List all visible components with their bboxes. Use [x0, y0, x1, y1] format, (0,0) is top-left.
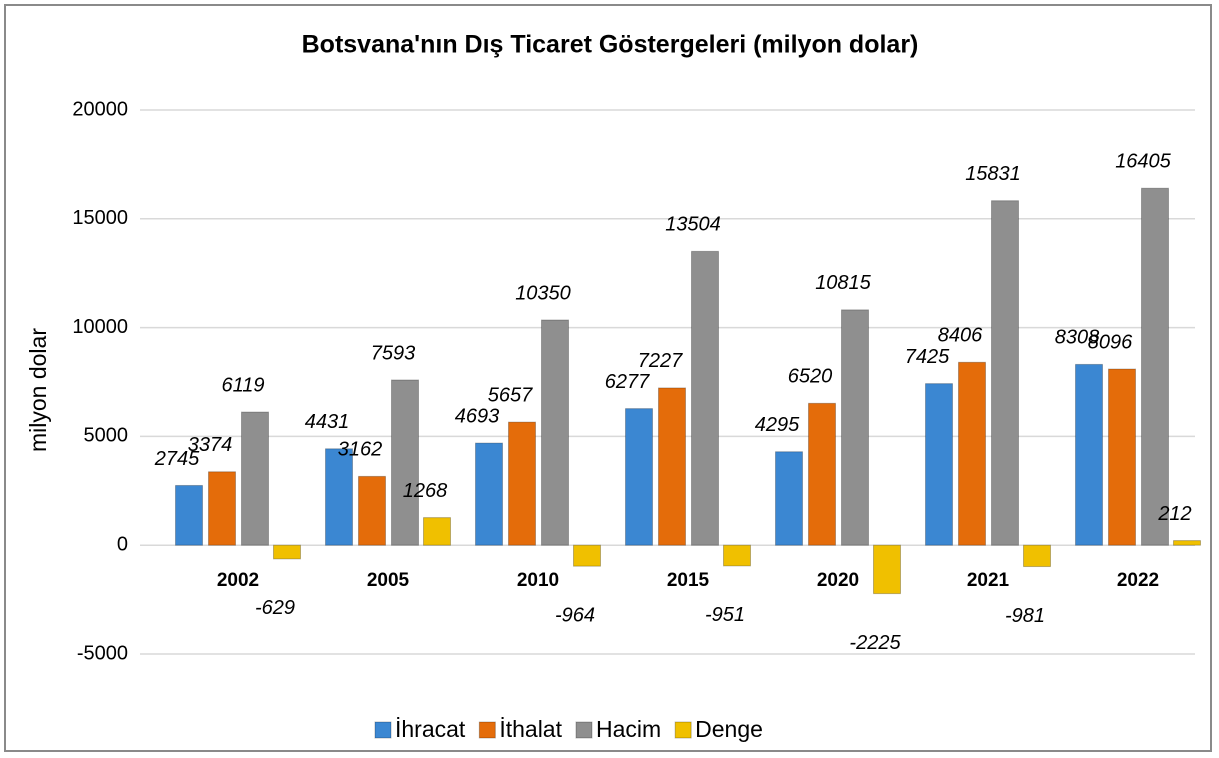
bar [691, 250, 719, 546]
bar [273, 544, 301, 560]
x-tick-label: 2021 [967, 570, 1010, 591]
data-label: 6520 [788, 366, 833, 388]
bar [358, 475, 386, 546]
legend-label: Hacim [596, 716, 661, 742]
data-label: 6277 [605, 371, 650, 393]
data-label: -951 [705, 604, 745, 626]
legend-label: İthalat [499, 716, 562, 742]
y-tick-label: 20000 [72, 98, 128, 120]
bar [1023, 544, 1051, 568]
bar [873, 544, 901, 595]
y-tick-label: -5000 [77, 642, 128, 664]
bar [625, 408, 653, 546]
x-tick-label: 2020 [817, 570, 859, 591]
y-axis-label: milyon dolar [25, 328, 51, 452]
bar [991, 200, 1019, 546]
bar [208, 471, 236, 546]
data-label: -2225 [849, 632, 901, 654]
data-label: 15831 [965, 163, 1021, 185]
y-tick-label: 0 [117, 533, 128, 555]
bar [541, 319, 569, 546]
chart-title: Botsvana'nın Dış Ticaret Göstergeleri (m… [302, 31, 919, 59]
data-label: 212 [1157, 503, 1191, 525]
bar [573, 544, 601, 567]
data-label: 8406 [938, 325, 983, 347]
legend-swatch [674, 721, 692, 739]
bar [325, 448, 353, 546]
legend-swatch [374, 721, 392, 739]
bar [808, 402, 836, 546]
data-label: 8308 [1055, 327, 1100, 349]
x-tick-label: 2010 [517, 570, 559, 591]
data-label: 5657 [488, 384, 533, 406]
data-label: 4693 [455, 405, 500, 427]
bar [841, 309, 869, 546]
bar [475, 442, 503, 546]
data-label: -964 [555, 604, 595, 626]
bar [241, 411, 269, 546]
bar [1141, 187, 1169, 546]
data-label: 3162 [338, 439, 383, 461]
bar [723, 544, 751, 567]
legend-label: Denge [695, 716, 763, 742]
bar [1075, 363, 1103, 546]
bar [423, 517, 451, 546]
legend-swatch [575, 721, 593, 739]
data-label: 4431 [305, 411, 350, 433]
legend-label: İhracat [395, 716, 466, 742]
data-label: 1268 [403, 480, 448, 502]
data-label: 7425 [905, 346, 950, 368]
data-label: 2745 [154, 448, 200, 470]
data-label: 10350 [515, 282, 571, 304]
data-label: -629 [255, 597, 295, 619]
data-label: 6119 [221, 374, 264, 396]
bar [958, 361, 986, 546]
y-tick-label: 15000 [72, 207, 128, 229]
x-tick-label: 2002 [217, 570, 259, 591]
x-tick-label: 2022 [1117, 570, 1159, 591]
data-label: -981 [1005, 605, 1045, 627]
bar [1173, 540, 1201, 546]
data-label: 16405 [1115, 151, 1171, 173]
bar [925, 383, 953, 546]
legend-swatch [478, 721, 496, 739]
data-label: 7593 [371, 342, 416, 364]
x-tick-label: 2005 [367, 570, 410, 591]
bar [391, 379, 419, 546]
y-tick-label: 5000 [84, 425, 129, 447]
data-label: 7227 [638, 350, 683, 372]
bar [508, 421, 536, 546]
bar [175, 484, 203, 546]
bar [775, 451, 803, 546]
y-tick-label: 10000 [72, 316, 128, 338]
bar [1108, 368, 1136, 546]
data-label: 3374 [188, 434, 233, 456]
x-tick-label: 2015 [667, 570, 710, 591]
data-label: 8096 [1088, 331, 1133, 353]
data-label: 4295 [755, 414, 800, 436]
data-label: 10815 [815, 272, 871, 294]
data-label: 13504 [665, 214, 721, 236]
bar [658, 387, 686, 546]
